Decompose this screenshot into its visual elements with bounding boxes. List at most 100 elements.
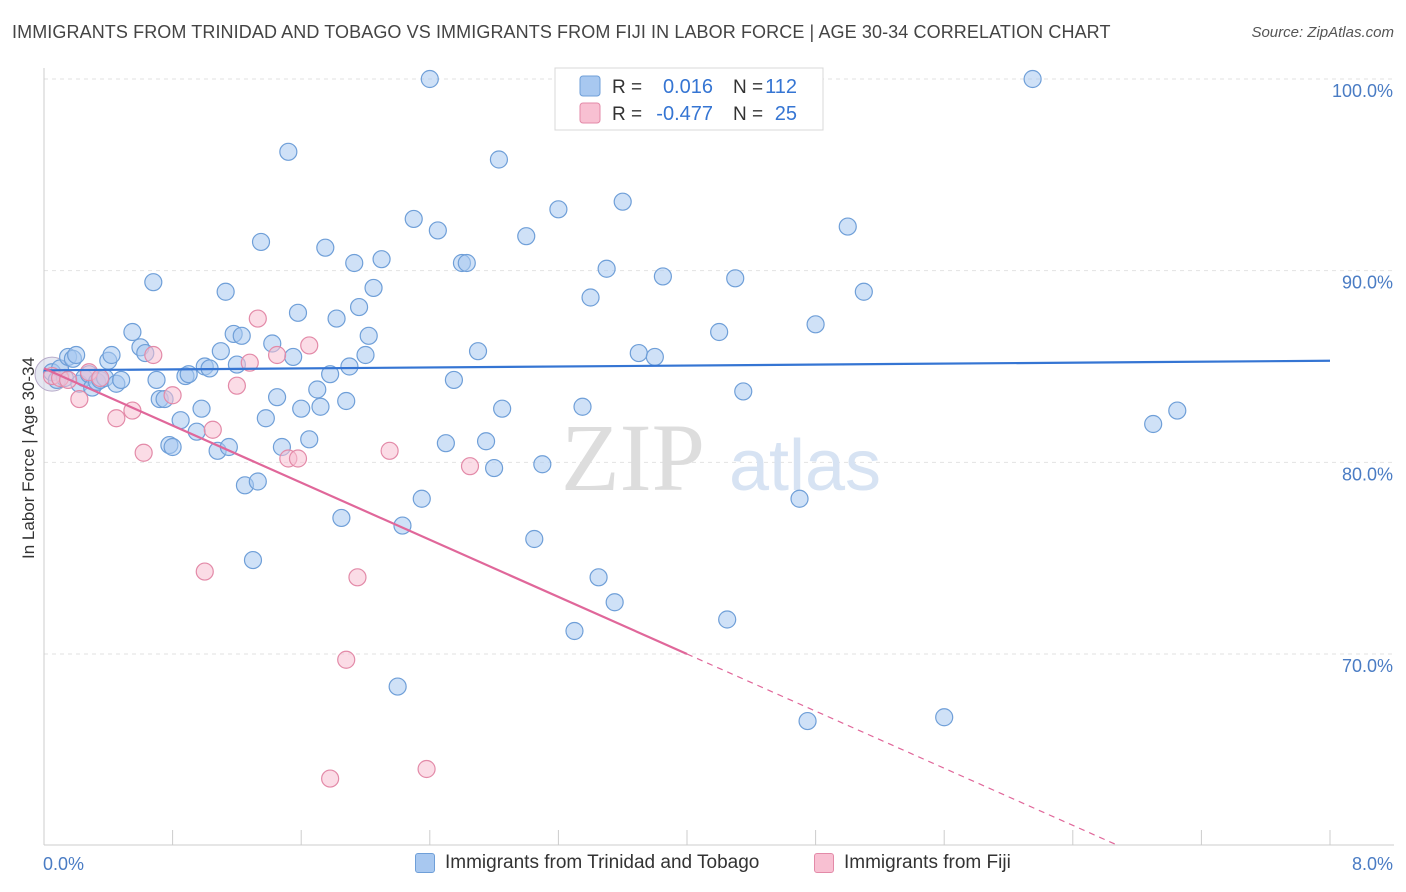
point-fiji-9 — [144, 345, 163, 365]
point-trinidad-52 — [292, 399, 311, 418]
point-trinidad-56 — [316, 238, 335, 257]
point-trinidad-70 — [404, 209, 423, 229]
trend-lines — [43, 359, 1331, 847]
point-trinidad-36 — [216, 282, 235, 301]
y-axis-label: In Labor Force | Age 30-34 — [19, 357, 38, 559]
point-trinidad-30 — [187, 422, 206, 441]
point-trinidad-57 — [321, 365, 340, 384]
point-trinidad-109 — [1023, 69, 1042, 89]
point-fiji-20 — [321, 769, 340, 788]
point-trinidad-81 — [489, 150, 509, 169]
point-fiji-3 — [70, 389, 89, 409]
point-fiji-11 — [195, 562, 214, 581]
point-trinidad-110 — [1144, 414, 1163, 434]
stat-r-label-1: R = — [612, 77, 642, 98]
legend-swatch-fiji-bottom — [814, 853, 834, 873]
point-fiji-13 — [227, 376, 246, 395]
point-trinidad-67 — [372, 250, 391, 269]
stat-n-label-1: N = — [733, 77, 763, 98]
point-fiji-22 — [348, 568, 367, 587]
point-trinidad-54 — [308, 380, 327, 399]
point-trinidad-61 — [340, 357, 359, 376]
trend-line-fiji — [43, 367, 688, 656]
point-fiji-19 — [300, 336, 319, 355]
point-trinidad-68 — [388, 677, 407, 696]
point-trinidad-63 — [349, 297, 369, 317]
point-trinidad-74 — [436, 434, 455, 453]
stat-r-value-1: 0.016 — [663, 76, 713, 98]
point-trinidad-93 — [613, 192, 632, 211]
point-fiji-21 — [337, 650, 356, 669]
point-trinidad-26 — [163, 437, 182, 457]
point-trinidad-44 — [251, 232, 271, 252]
point-trinidad-62 — [345, 253, 364, 273]
legend-item-trinidad: Immigrants from Trinidad and Tobago — [415, 852, 759, 874]
point-trinidad-15 — [102, 345, 121, 365]
trend-line-fiji-extension — [686, 653, 1119, 847]
y-tick-label-70: 70.0% — [1342, 656, 1393, 676]
stat-n-label-2: N = — [733, 104, 763, 125]
point-fiji-5 — [91, 368, 110, 388]
point-trinidad-103 — [790, 489, 809, 508]
y-tick-label-80: 80.0% — [1342, 464, 1393, 484]
point-fiji-25 — [460, 457, 480, 476]
point-trinidad-73 — [428, 221, 447, 240]
point-trinidad-89 — [581, 288, 600, 307]
point-trinidad-40 — [232, 326, 251, 345]
point-trinidad-50 — [284, 347, 303, 367]
point-trinidad-85 — [533, 455, 552, 474]
point-fiji-12 — [203, 420, 222, 439]
point-fiji-6 — [107, 409, 126, 428]
axes — [43, 68, 1394, 846]
point-trinidad-64 — [356, 345, 375, 365]
y-tick-label-100: 100.0% — [1332, 81, 1393, 101]
point-trinidad-45 — [256, 409, 275, 428]
legend-item-fiji: Immigrants from Fiji — [814, 852, 1011, 874]
x-tick-label-max: 8.0% — [1352, 854, 1393, 874]
point-fiji-24 — [417, 759, 436, 779]
point-trinidad-107 — [854, 282, 873, 301]
point-trinidad-99 — [710, 322, 729, 342]
point-trinidad-102 — [734, 382, 753, 401]
point-trinidad-87 — [565, 621, 584, 641]
point-trinidad-6 — [67, 345, 86, 365]
point-fiji-8 — [134, 443, 153, 462]
point-trinidad-47 — [267, 388, 287, 407]
point-trinidad-96 — [645, 347, 664, 367]
watermark-zip: ZIP — [561, 404, 705, 511]
point-fiji-14 — [240, 353, 259, 372]
trend-line-trinidad — [43, 359, 1331, 372]
point-trinidad-82 — [493, 399, 512, 418]
point-trinidad-83 — [517, 227, 536, 246]
point-trinidad-108 — [935, 708, 954, 727]
point-trinidad-88 — [573, 397, 592, 416]
point-trinidad-105 — [806, 315, 825, 334]
point-trinidad-65 — [359, 326, 378, 345]
point-trinidad-31 — [192, 399, 211, 418]
stat-n-value-2: 25 — [775, 103, 797, 125]
point-trinidad-55 — [311, 397, 330, 416]
point-trinidad-53 — [300, 430, 319, 449]
point-fiji-16 — [267, 345, 287, 365]
point-trinidad-111 — [1168, 401, 1187, 420]
legend-label-fiji: Immigrants from Fiji — [844, 852, 1011, 873]
point-trinidad-84 — [525, 529, 544, 549]
point-trinidad-22 — [147, 370, 166, 390]
point-trinidad-86 — [549, 200, 568, 219]
point-trinidad-101 — [726, 269, 745, 288]
point-trinidad-60 — [337, 391, 356, 411]
point-trinidad-90 — [589, 568, 608, 587]
point-trinidad-43 — [248, 472, 267, 491]
point-fiji-15 — [248, 309, 267, 328]
chart-title: IMMIGRANTS FROM TRINIDAD AND TOBAGO VS I… — [12, 22, 1111, 42]
point-trinidad-21 — [144, 273, 163, 292]
point-trinidad-42 — [243, 550, 263, 570]
point-trinidad-17 — [112, 370, 131, 390]
stat-r-label-2: R = — [612, 104, 642, 125]
point-fiji-10 — [163, 386, 182, 405]
point-trinidad-104 — [798, 711, 817, 731]
point-trinidad-66 — [364, 278, 383, 298]
point-trinidad-91 — [597, 259, 616, 278]
legend-swatch-trinidad — [579, 75, 601, 97]
stat-n-value-1: 112 — [765, 76, 797, 98]
